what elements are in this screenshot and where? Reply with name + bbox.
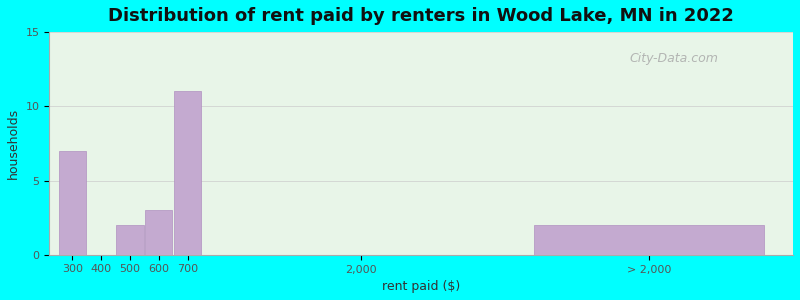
Text: City-Data.com: City-Data.com <box>630 52 718 65</box>
Y-axis label: households: households <box>7 108 20 179</box>
Bar <box>116 225 144 255</box>
Bar <box>534 225 764 255</box>
Bar <box>145 210 173 255</box>
Bar <box>174 92 202 255</box>
Bar <box>58 151 86 255</box>
X-axis label: rent paid ($): rent paid ($) <box>382 280 460 293</box>
Title: Distribution of rent paid by renters in Wood Lake, MN in 2022: Distribution of rent paid by renters in … <box>108 7 734 25</box>
